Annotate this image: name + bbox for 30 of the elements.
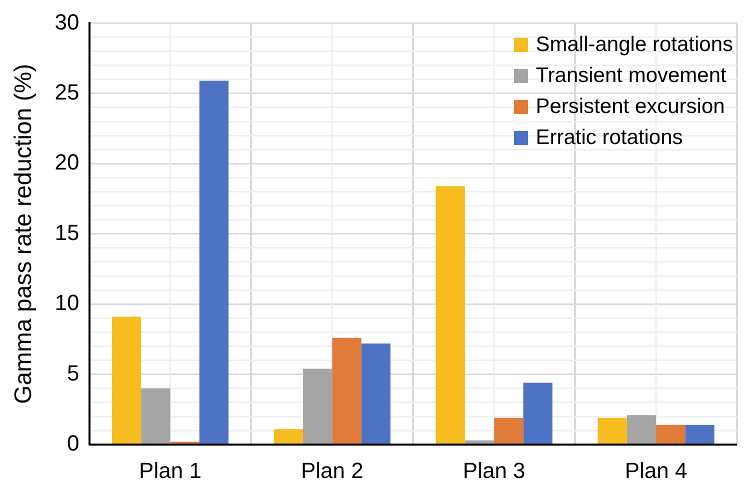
x-tick-label: Plan 4 (624, 458, 688, 483)
bar (303, 368, 332, 444)
y-tick-label: 0 (67, 430, 80, 456)
bar (685, 424, 714, 444)
y-tick-label: 10 (54, 290, 80, 316)
bar (274, 429, 304, 444)
bar (598, 418, 627, 444)
bar (199, 80, 229, 444)
legend-label: Persistent excursion (536, 94, 725, 120)
bar (141, 388, 170, 444)
bar (436, 186, 465, 444)
y-tick-label: 20 (54, 150, 80, 175)
legend-label: Transient movement (536, 63, 726, 90)
bar (494, 418, 524, 444)
y-tick-label: 5 (67, 360, 80, 386)
legend-label: Small-angle rotations (536, 32, 733, 58)
bar (626, 415, 656, 444)
bar (656, 424, 686, 444)
bar (523, 382, 552, 444)
bar (112, 316, 142, 444)
bar (332, 338, 362, 444)
y-axis-title: Gamma pass rate reduction (%) (10, 64, 38, 404)
x-tick-label: Plan 3 (462, 458, 526, 483)
y-tick-label: 15 (54, 220, 80, 245)
x-tick-label: Plan 2 (300, 458, 364, 483)
x-tick-label: Plan 1 (139, 458, 202, 483)
bar (361, 343, 390, 444)
y-tick-label: 25 (54, 79, 80, 104)
y-tick-label: 30 (54, 9, 80, 34)
legend-label: Erratic rotations (536, 125, 683, 152)
